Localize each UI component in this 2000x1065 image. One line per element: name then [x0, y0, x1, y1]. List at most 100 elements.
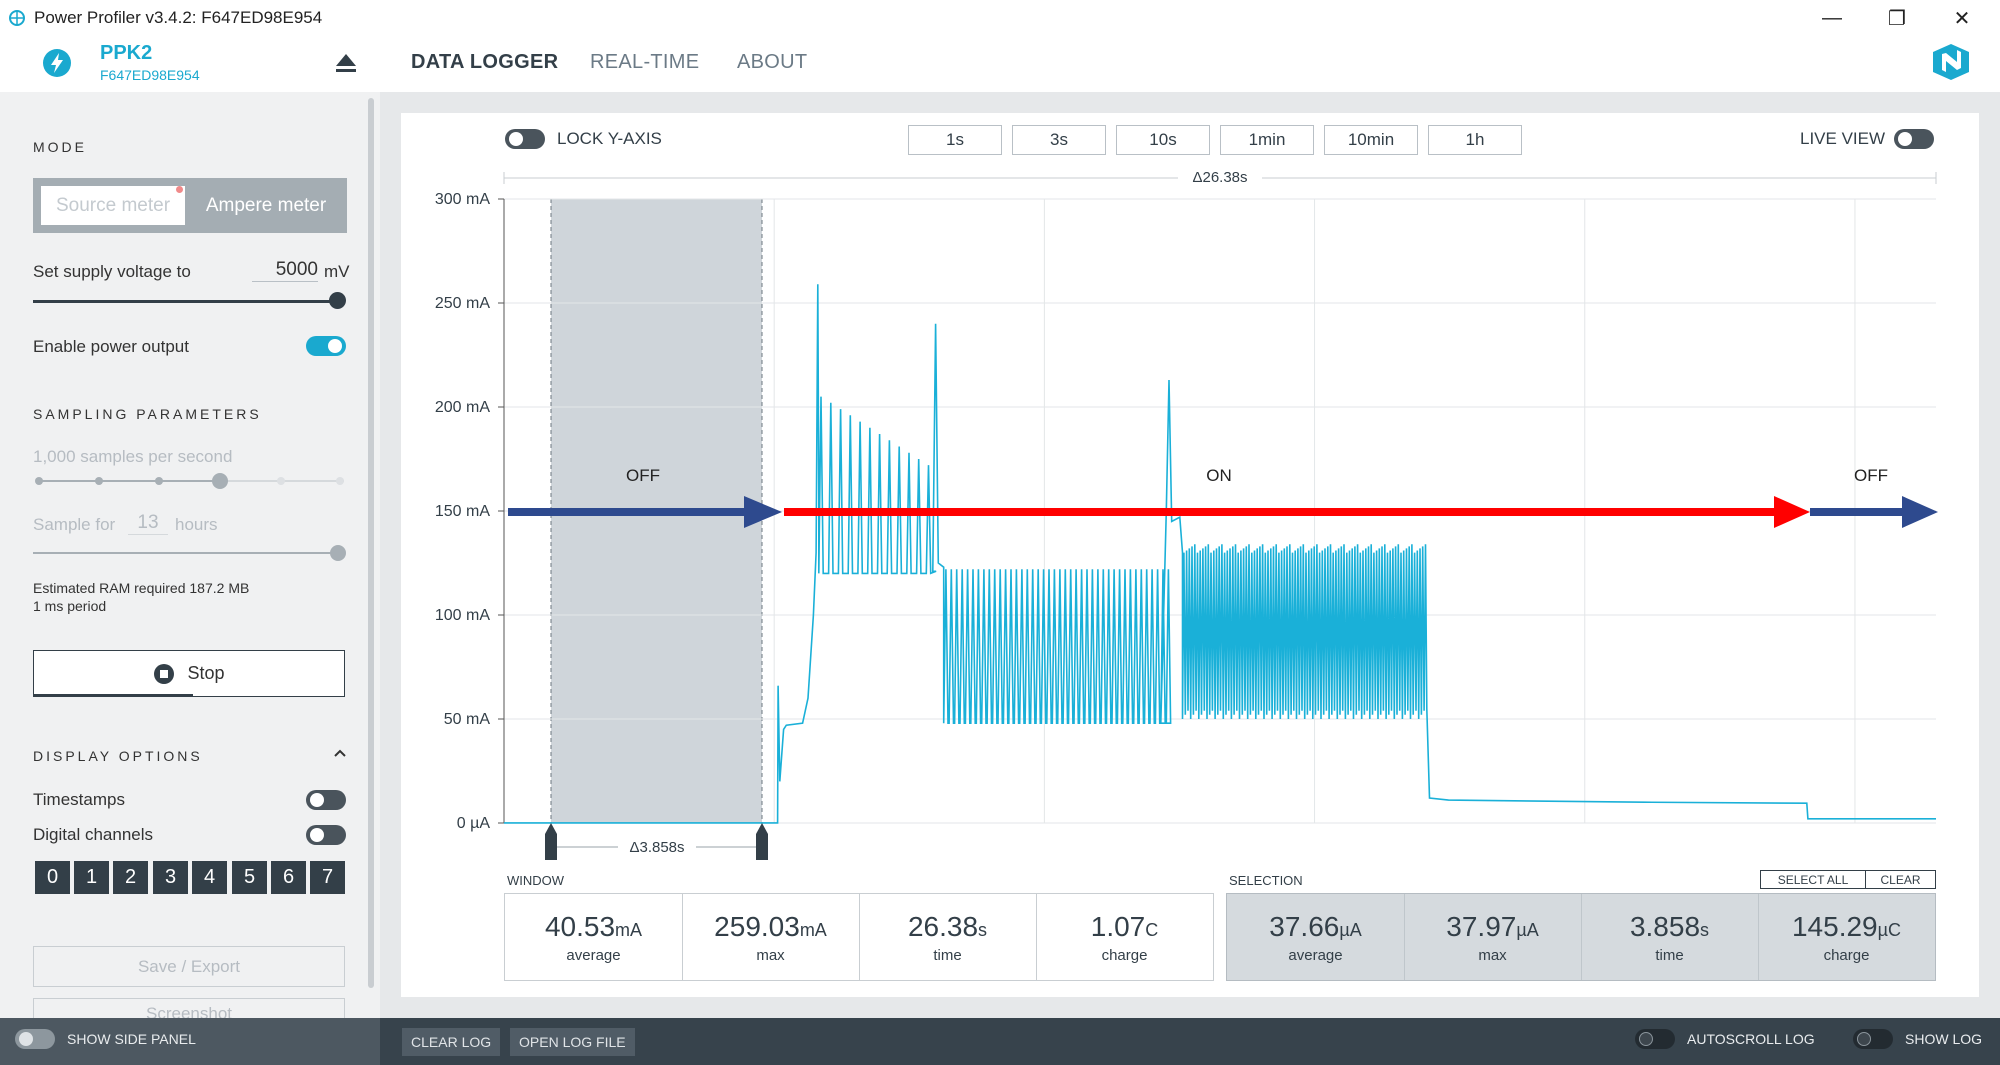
- supply-voltage-input[interactable]: 5000: [252, 259, 318, 282]
- digital-channels-toggle[interactable]: [306, 825, 346, 845]
- open-log-file-button[interactable]: OPEN LOG FILE: [510, 1028, 635, 1056]
- digital-channel-7[interactable]: 7: [310, 861, 345, 894]
- window-time-value: 26.38: [907, 910, 979, 942]
- sample-for-handle[interactable]: [330, 545, 346, 561]
- window-charge-label: charge: [1101, 946, 1148, 964]
- digital-channel-3[interactable]: 3: [153, 861, 188, 894]
- supply-voltage-handle[interactable]: [329, 292, 346, 309]
- window-delta-label: Δ26.38s: [1192, 169, 1247, 186]
- eject-icon[interactable]: [334, 52, 358, 74]
- selection-max-unit: µA: [1516, 919, 1539, 940]
- digital-channel-6[interactable]: 6: [271, 861, 306, 894]
- autoscroll-log-toggle[interactable]: [1635, 1029, 1675, 1049]
- digital-channel-4[interactable]: 4: [192, 861, 227, 894]
- nordic-logo-icon: [1933, 44, 1969, 80]
- show-log-toggle[interactable]: [1853, 1029, 1893, 1049]
- sample-for-unit: hours: [175, 515, 218, 534]
- sample-for-input[interactable]: 13: [128, 512, 168, 535]
- selection-time-label: time: [1655, 946, 1684, 964]
- timestamps-toggle[interactable]: [306, 790, 346, 810]
- supply-voltage-slider[interactable]: [33, 300, 339, 303]
- power-output-label: Enable power output: [33, 337, 189, 356]
- sidebar-scrollbar[interactable]: [368, 98, 374, 988]
- window-average-stat: 40.53mA average: [505, 894, 683, 980]
- selection-average-stat: 37.66µA average: [1227, 894, 1405, 980]
- save-export-button[interactable]: Save / Export: [33, 946, 345, 987]
- window-title: Power Profiler v3.4.2: F647ED98E954: [34, 8, 323, 27]
- mode-switch: Source meter Ampere meter: [33, 178, 347, 233]
- supply-voltage-unit: mV: [324, 262, 350, 281]
- minimize-button[interactable]: —: [1822, 6, 1842, 29]
- chevron-up-icon[interactable]: [333, 748, 347, 758]
- window-charge-unit: C: [1145, 919, 1159, 940]
- clear-selection-button[interactable]: CLEAR: [1865, 870, 1936, 889]
- selection-time-value: 3.858: [1629, 910, 1701, 942]
- window-stats-title: WINDOW: [507, 873, 565, 888]
- lock-y-axis-label: LOCK Y-AXIS: [557, 129, 662, 148]
- period-text: 1 ms period: [33, 598, 107, 614]
- selection-charge-unit: µC: [1877, 919, 1901, 940]
- selection-stats-panel: 37.66µA average 37.97µA max 3.858s time …: [1226, 893, 1936, 981]
- selection-delta-label: Δ3.858s: [629, 839, 684, 856]
- sample-for-label: Sample for: [33, 515, 116, 534]
- screenshot-button[interactable]: Screenshot: [33, 998, 345, 1018]
- samples-handle[interactable]: [212, 473, 228, 489]
- device-power-icon: [43, 49, 71, 77]
- supply-voltage-label: Set supply voltage to: [33, 262, 191, 281]
- selection-time-unit: s: [1700, 919, 1710, 940]
- selection-average-value: 37.66: [1269, 910, 1340, 942]
- window-average-value: 40.53: [544, 910, 616, 942]
- window-time-label: time: [933, 946, 962, 964]
- zoom-10s-button[interactable]: 10s: [1116, 125, 1210, 155]
- window-max-label: max: [756, 946, 785, 964]
- zoom-1h-button[interactable]: 1h: [1428, 125, 1522, 155]
- tab-real-time[interactable]: REAL-TIME: [590, 51, 700, 73]
- tab-data-logger[interactable]: DATA LOGGER: [411, 51, 559, 73]
- selection-charge-stat: 145.29µC charge: [1758, 894, 1935, 980]
- digital-channel-5[interactable]: 5: [232, 861, 267, 894]
- lock-y-axis-toggle[interactable]: [505, 129, 545, 149]
- off-annotation-end: OFF: [1854, 466, 1888, 485]
- selection-stats-title: SELECTION: [1229, 873, 1303, 888]
- tab-about[interactable]: ABOUT: [737, 51, 808, 73]
- y-tick-label: 300 mA: [435, 191, 490, 208]
- stop-label: Stop: [187, 663, 225, 683]
- display-options-title: DISPLAY OPTIONS: [33, 748, 203, 764]
- off-annotation: OFF: [626, 466, 660, 485]
- show-side-panel-toggle[interactable]: [15, 1029, 55, 1049]
- power-output-toggle[interactable]: [306, 336, 346, 356]
- selection-max-value: 37.97: [1446, 910, 1517, 942]
- off-arrow-right-head: [1902, 496, 1938, 528]
- zoom-10min-button[interactable]: 10min: [1324, 125, 1418, 155]
- zoom-1min-button[interactable]: 1min: [1220, 125, 1314, 155]
- selection-charge-value: 145.29: [1791, 910, 1878, 942]
- show-log-label: SHOW LOG: [1905, 1031, 1983, 1047]
- digital-channel-2[interactable]: 2: [113, 861, 148, 894]
- window-max-value: 259.03: [714, 910, 800, 942]
- ampere-meter-option[interactable]: Ampere meter: [205, 194, 327, 216]
- y-tick-label: 250 mA: [435, 295, 490, 312]
- left-cursor-handle: [545, 823, 557, 860]
- close-button[interactable]: ✕: [1953, 7, 1971, 30]
- clear-log-button[interactable]: CLEAR LOG: [402, 1028, 501, 1056]
- select-all-button[interactable]: SELECT ALL: [1760, 870, 1866, 889]
- window-delta-bg: [1178, 166, 1262, 186]
- samples-tick: [155, 477, 163, 485]
- off-arrow-left-head: [744, 496, 782, 528]
- zoom-3s-button[interactable]: 3s: [1012, 125, 1106, 155]
- digital-channel-1[interactable]: 1: [74, 861, 109, 894]
- source-meter-option[interactable]: Source meter: [41, 186, 185, 225]
- live-view-label: LIVE VIEW: [1800, 129, 1886, 148]
- zoom-1s-button[interactable]: 1s: [908, 125, 1002, 155]
- samples-tick: [35, 477, 43, 485]
- maximize-button[interactable]: ❐: [1888, 7, 1906, 30]
- digital-channel-0[interactable]: 0: [35, 861, 70, 894]
- current-trace: [504, 284, 1936, 824]
- y-axis-ticks: 300 mA 250 mA 200 mA 150 mA 100 mA 50 mA 0 µA: [435, 191, 504, 832]
- right-cursor-handle: [756, 823, 768, 860]
- sample-for-slider[interactable]: [33, 552, 339, 554]
- live-view-toggle[interactable]: [1894, 129, 1934, 149]
- window-charge-value: 1.07: [1090, 910, 1146, 942]
- y-tick-label: 150 mA: [435, 503, 490, 520]
